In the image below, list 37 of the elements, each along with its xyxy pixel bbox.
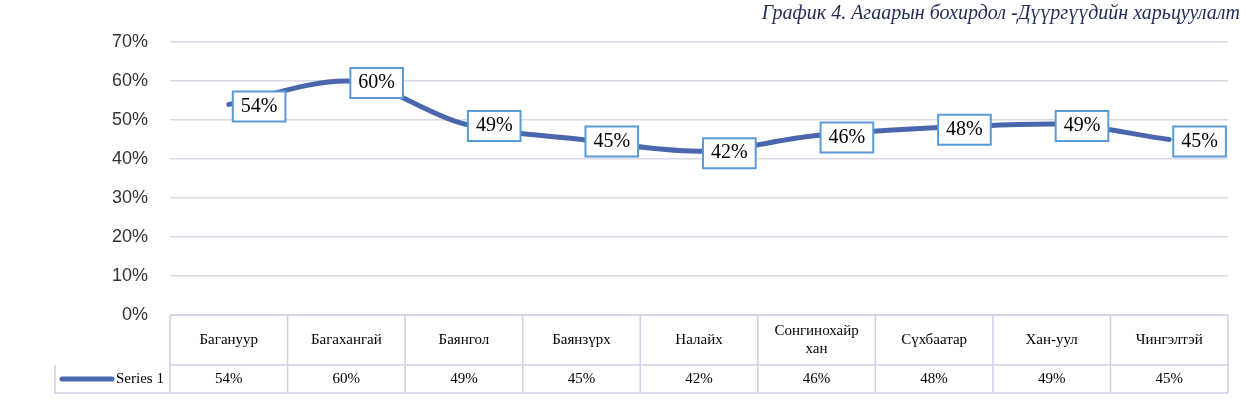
x-tick-label: Налайх [675,330,724,347]
text: 42% [711,140,748,163]
text: 60% [358,70,396,93]
y-tick-label: 70% [112,30,149,51]
y-tick-label: 40% [112,147,149,168]
text: 49% [1063,113,1101,136]
y-tick-label: 20% [112,225,149,246]
y-tick-label: 10% [112,264,149,285]
chart-title: График 4. Агаарын бохирдол -Дүүргүүдийн харьцуулалт [760,1,1240,25]
text: 46% [828,124,866,147]
x-tick-label: Баянгол [438,330,490,347]
y-tick-label: 60% [112,69,149,90]
y-tick-label: 50% [112,108,149,129]
data-label: 48% [920,369,948,386]
data-label: 46% [802,369,831,386]
y-tick-label: 30% [112,186,149,207]
data-label: 49% [450,369,478,386]
text: 49% [475,113,513,136]
x-tick-label: Хан-уул [1025,330,1079,347]
x-tick-label: Багахангай [310,330,382,347]
x-tick-label: Сүхбаатар [901,330,968,347]
legend-label: Series 1 [116,369,164,386]
x-tick-label: Баянзүрх [552,330,612,347]
text: 54% [240,93,278,116]
data-label: 49% [1037,369,1066,386]
text: 45% [1181,128,1218,151]
text: 45% [593,128,631,151]
x-tick-label: Сонгинохайр хан [774,321,859,356]
data-label: 42% [685,369,713,386]
x-tick-label: Багануур [199,330,259,347]
data-label: 45% [1155,369,1183,386]
x-tick-label: Чингэлтэй [1135,330,1203,347]
data-label: 54% [215,369,243,386]
y-tick-label: 0% [122,303,149,324]
data-label: 45% [567,369,596,386]
text: 48% [946,117,983,140]
data-label: 60% [332,369,361,386]
